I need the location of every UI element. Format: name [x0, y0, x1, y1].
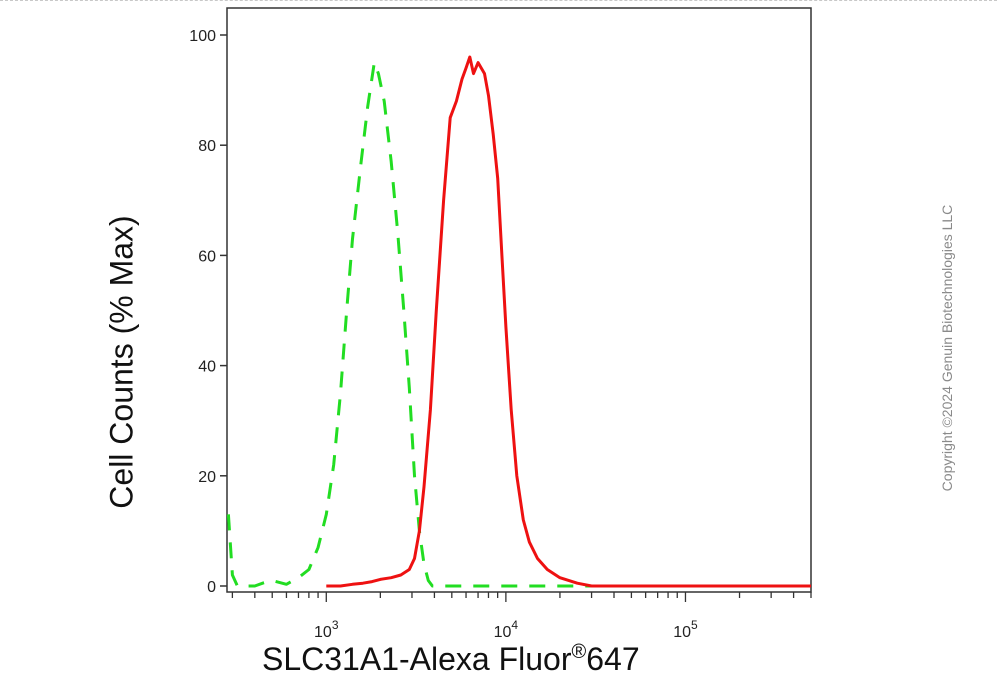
x-tick-base: 10 — [314, 624, 332, 641]
y-tick-label-40: 40 — [198, 359, 216, 376]
y-tick-label-20: 20 — [198, 469, 216, 486]
x-tick-label-1000: 103 — [314, 618, 339, 641]
x-tick-label-10000: 104 — [494, 618, 519, 641]
copyright-text: Copyright ©2024 Genuin Biotechnologies L… — [939, 204, 955, 492]
x-tick-exponent: 3 — [332, 618, 339, 632]
x-tick-exponent: 5 — [691, 618, 698, 632]
x-tick-base: 10 — [494, 624, 512, 641]
y-tick-label-0: 0 — [207, 579, 216, 596]
x-axis-label-wrap: SLC31A1-Alexa Fluor®647 — [262, 641, 640, 678]
plot-frame — [226, 7, 812, 593]
x-axis: 103 104 105 — [231, 592, 812, 641]
x-tick-base: 10 — [673, 624, 691, 641]
y-axis: 0 20 40 60 80 100 — [189, 28, 227, 596]
y-axis-label: Cell Counts (% Max) — [103, 215, 140, 509]
series-line-1 — [226, 61, 811, 588]
x-axis-label-suffix: 647 — [586, 641, 640, 677]
y-tick-label-80: 80 — [198, 138, 216, 155]
x-tick-label-100000: 105 — [673, 618, 698, 641]
top-dashed-border — [0, 0, 997, 1]
x-tick-exponent: 4 — [511, 618, 518, 632]
series-line-2 — [326, 55, 811, 588]
y-tick-label-100: 100 — [189, 28, 216, 45]
x-axis-label: SLC31A1-Alexa Fluor — [262, 641, 572, 677]
series-layer — [226, 55, 811, 588]
y-tick-label-60: 60 — [198, 248, 216, 265]
registered-mark: ® — [571, 641, 587, 663]
